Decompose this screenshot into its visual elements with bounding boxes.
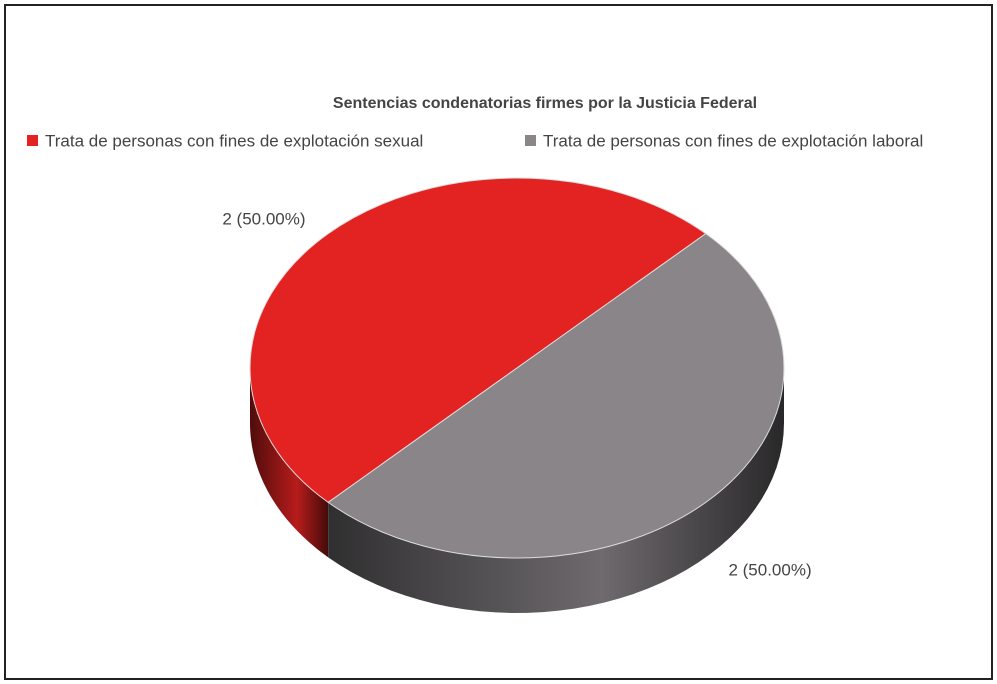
pie-slice-side [328, 368, 784, 613]
pie-slice-side [250, 368, 329, 558]
pie-slice [327, 233, 785, 559]
legend-label: Trata de personas con fines de explotaci… [543, 131, 923, 150]
chart-title: Sentencias condenatorias firmes por la J… [333, 95, 757, 112]
legend-swatch [525, 135, 536, 146]
data-label: 2 (50.00%) [728, 560, 811, 579]
data-label: 2 (50.00%) [222, 210, 305, 229]
legend-swatch [27, 135, 38, 146]
legend-label: Trata de personas con fines de explotaci… [45, 131, 423, 150]
pie-slice [249, 177, 707, 503]
